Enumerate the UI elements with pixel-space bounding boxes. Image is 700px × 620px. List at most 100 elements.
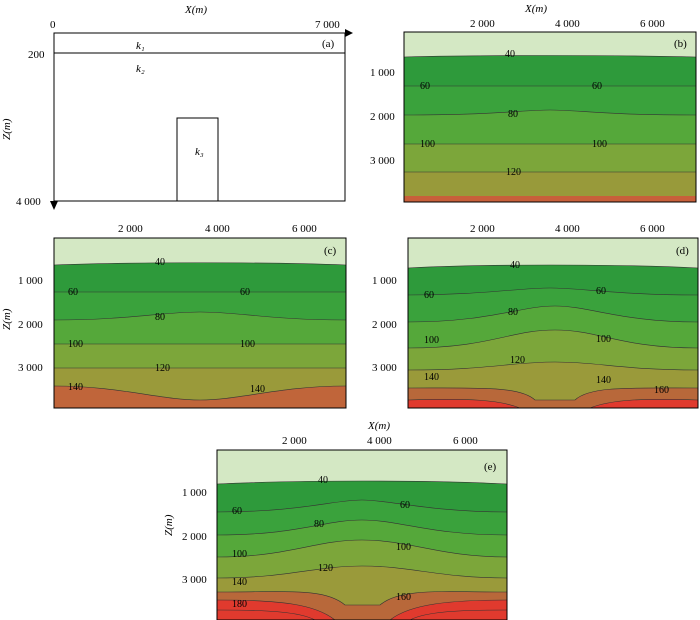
panel-a-x-axis-title: X(m) — [184, 4, 207, 16]
panel-b-x-axis-title: X(m) — [524, 3, 547, 15]
panel-d-contour-80: 80 — [508, 307, 518, 318]
panel-d-x-tick-6000: 6 000 — [640, 223, 665, 235]
panel-b-contours — [403, 55, 697, 173]
panel-e-contour-100-right: 100 — [396, 542, 411, 553]
panel-b-contour-100-right: 100 — [592, 139, 607, 150]
panel-e-band-140 — [217, 566, 507, 605]
panel-c-contour-80: 80 — [155, 312, 165, 323]
panel-b-contour-60-right: 60 — [592, 81, 602, 92]
panel-b-band-40 — [404, 32, 696, 57]
panel-a-x-arrow — [345, 29, 353, 37]
panel-e-x-tick-2000: 2 000 — [282, 435, 307, 447]
panel-b-band-120 — [404, 144, 696, 172]
panel-a-anomaly-block — [176, 117, 219, 202]
panel-b-y-tick-1000: 1 000 — [370, 67, 395, 79]
panel-d-band-120 — [408, 330, 698, 370]
panel-c-y-tick-3000: 3 000 — [18, 362, 43, 374]
panel-e-contour-120: 120 — [318, 563, 333, 574]
panel-d-contour-100-right: 100 — [596, 334, 611, 345]
panel-b-contour-120: 120 — [506, 167, 521, 178]
panel-d-contours — [407, 264, 699, 409]
panel-d-band-60 — [408, 265, 698, 295]
panel-c-band-60 — [54, 262, 346, 292]
panel-d-band-140 — [408, 362, 698, 400]
panel-b-band-80 — [404, 86, 696, 115]
panel-c-contour-60-right: 60 — [240, 287, 250, 298]
panel-d-y-tick-3000: 3 000 — [372, 362, 397, 374]
panel-e-frame — [216, 449, 508, 620]
panel-e-y-tick-3000: 3 000 — [182, 574, 207, 586]
panel-b-y-tick-2000: 2 000 — [370, 111, 395, 123]
panel-a-k3-label: k₃ — [195, 146, 204, 158]
panel-c-x-tick-6000: 6 000 — [292, 223, 317, 235]
panel-b-band-100 — [404, 110, 696, 144]
panel-d-band-160 — [408, 387, 698, 408]
panel-d-contour-100-left: 100 — [424, 335, 439, 346]
panel-e-contour-60-right: 60 — [400, 500, 410, 511]
panel-d-contour-140-right: 140 — [596, 375, 611, 386]
panel-a-z-arrow — [50, 201, 58, 210]
panel-a-y-label-4000: 4 000 — [16, 196, 41, 208]
panel-c-contour-40: 40 — [155, 257, 165, 268]
panel-e-contour-140: 140 — [232, 577, 247, 588]
panel-b-letter: (b) — [674, 38, 687, 50]
panel-e-band-120 — [217, 540, 507, 578]
panel-a-y-axis-title: Z(m) — [1, 118, 13, 140]
panel-c-band-100 — [54, 312, 346, 344]
panel-c-contour-60-left: 60 — [68, 287, 78, 298]
panel-e-x-axis-title: X(m) — [367, 420, 390, 432]
panel-d-y-tick-2000: 2 000 — [372, 319, 397, 331]
panel-d-contour-120: 120 — [510, 355, 525, 366]
panel-d-band-80 — [408, 288, 698, 322]
panel-c-contour-100-left: 100 — [68, 339, 83, 350]
panel-b-band-60 — [404, 55, 696, 86]
panel-b-x-tick-4000: 4 000 — [555, 18, 580, 30]
panel-e-y-tick-1000: 1 000 — [182, 487, 207, 499]
panel-e-band-100 — [217, 520, 507, 557]
panel-e: X(m) 2 000 4 000 6 000 40 60 60 80 100 — [163, 420, 508, 620]
panel-c-band-80 — [54, 292, 346, 320]
panel-e-contour-80: 80 — [314, 519, 324, 530]
panel-a-frame — [53, 32, 346, 202]
panel-c-contours — [53, 262, 347, 401]
panel-e-contour-60-left: 60 — [232, 506, 242, 517]
panel-e-contour-100-left: 100 — [232, 549, 247, 560]
panel-c-band-120 — [54, 344, 346, 368]
panel-d: 2 000 4 000 6 000 40 60 60 80 100 100 12… — [372, 223, 699, 409]
panel-e-band-60 — [217, 481, 507, 512]
panel-c-x-tick-2000: 2 000 — [118, 223, 143, 235]
panel-c-band-40 — [54, 238, 346, 265]
panel-c-band-140 — [54, 368, 346, 400]
panel-e-band-160 — [217, 591, 507, 620]
panel-b-y-tick-3000: 3 000 — [370, 155, 395, 167]
panel-c-contour-140-left: 140 — [68, 382, 83, 393]
panel-a-k1-label: k₁ — [136, 40, 145, 52]
panel-b-x-tick-6000: 6 000 — [640, 18, 665, 30]
panel-a-letter: (a) — [322, 38, 335, 50]
panel-c-contour-140-right: 140 — [250, 384, 265, 395]
panel-c-y-tick-1000: 1 000 — [18, 275, 43, 287]
panel-e-x-tick-4000: 4 000 — [367, 435, 392, 447]
panel-b-contour-40: 40 — [505, 49, 515, 60]
panel-c-y-tick-2000: 2 000 — [18, 319, 43, 331]
panel-e-y-axis-title: Z(m) — [163, 514, 175, 536]
panel-b-x-tick-2000: 2 000 — [470, 18, 495, 30]
panel-d-band-100 — [408, 306, 698, 348]
panel-b-band-140 — [404, 172, 696, 196]
panel-c-contour-100-right: 100 — [240, 339, 255, 350]
panel-d-band-40 — [408, 238, 698, 268]
panel-e-contour-40: 40 — [318, 475, 328, 486]
panel-e-contour-180: 180 — [232, 599, 247, 610]
panel-c-frame — [53, 237, 347, 409]
panel-e-contours — [216, 480, 508, 620]
panel-b: X(m) 2 000 4 000 6 000 40 60 60 80 100 1… — [370, 3, 697, 203]
panel-d-x-tick-2000: 2 000 — [470, 223, 495, 235]
panel-c-letter: (c) — [324, 245, 337, 257]
panel-c-x-tick-4000: 4 000 — [205, 223, 230, 235]
panel-e-letter: (e) — [484, 461, 497, 473]
panel-a-k2-label: k₂ — [136, 63, 145, 75]
panel-b-band-160 — [404, 196, 696, 202]
panel-d-contour-60-left: 60 — [424, 290, 434, 301]
panel-d-letter: (d) — [676, 245, 689, 257]
